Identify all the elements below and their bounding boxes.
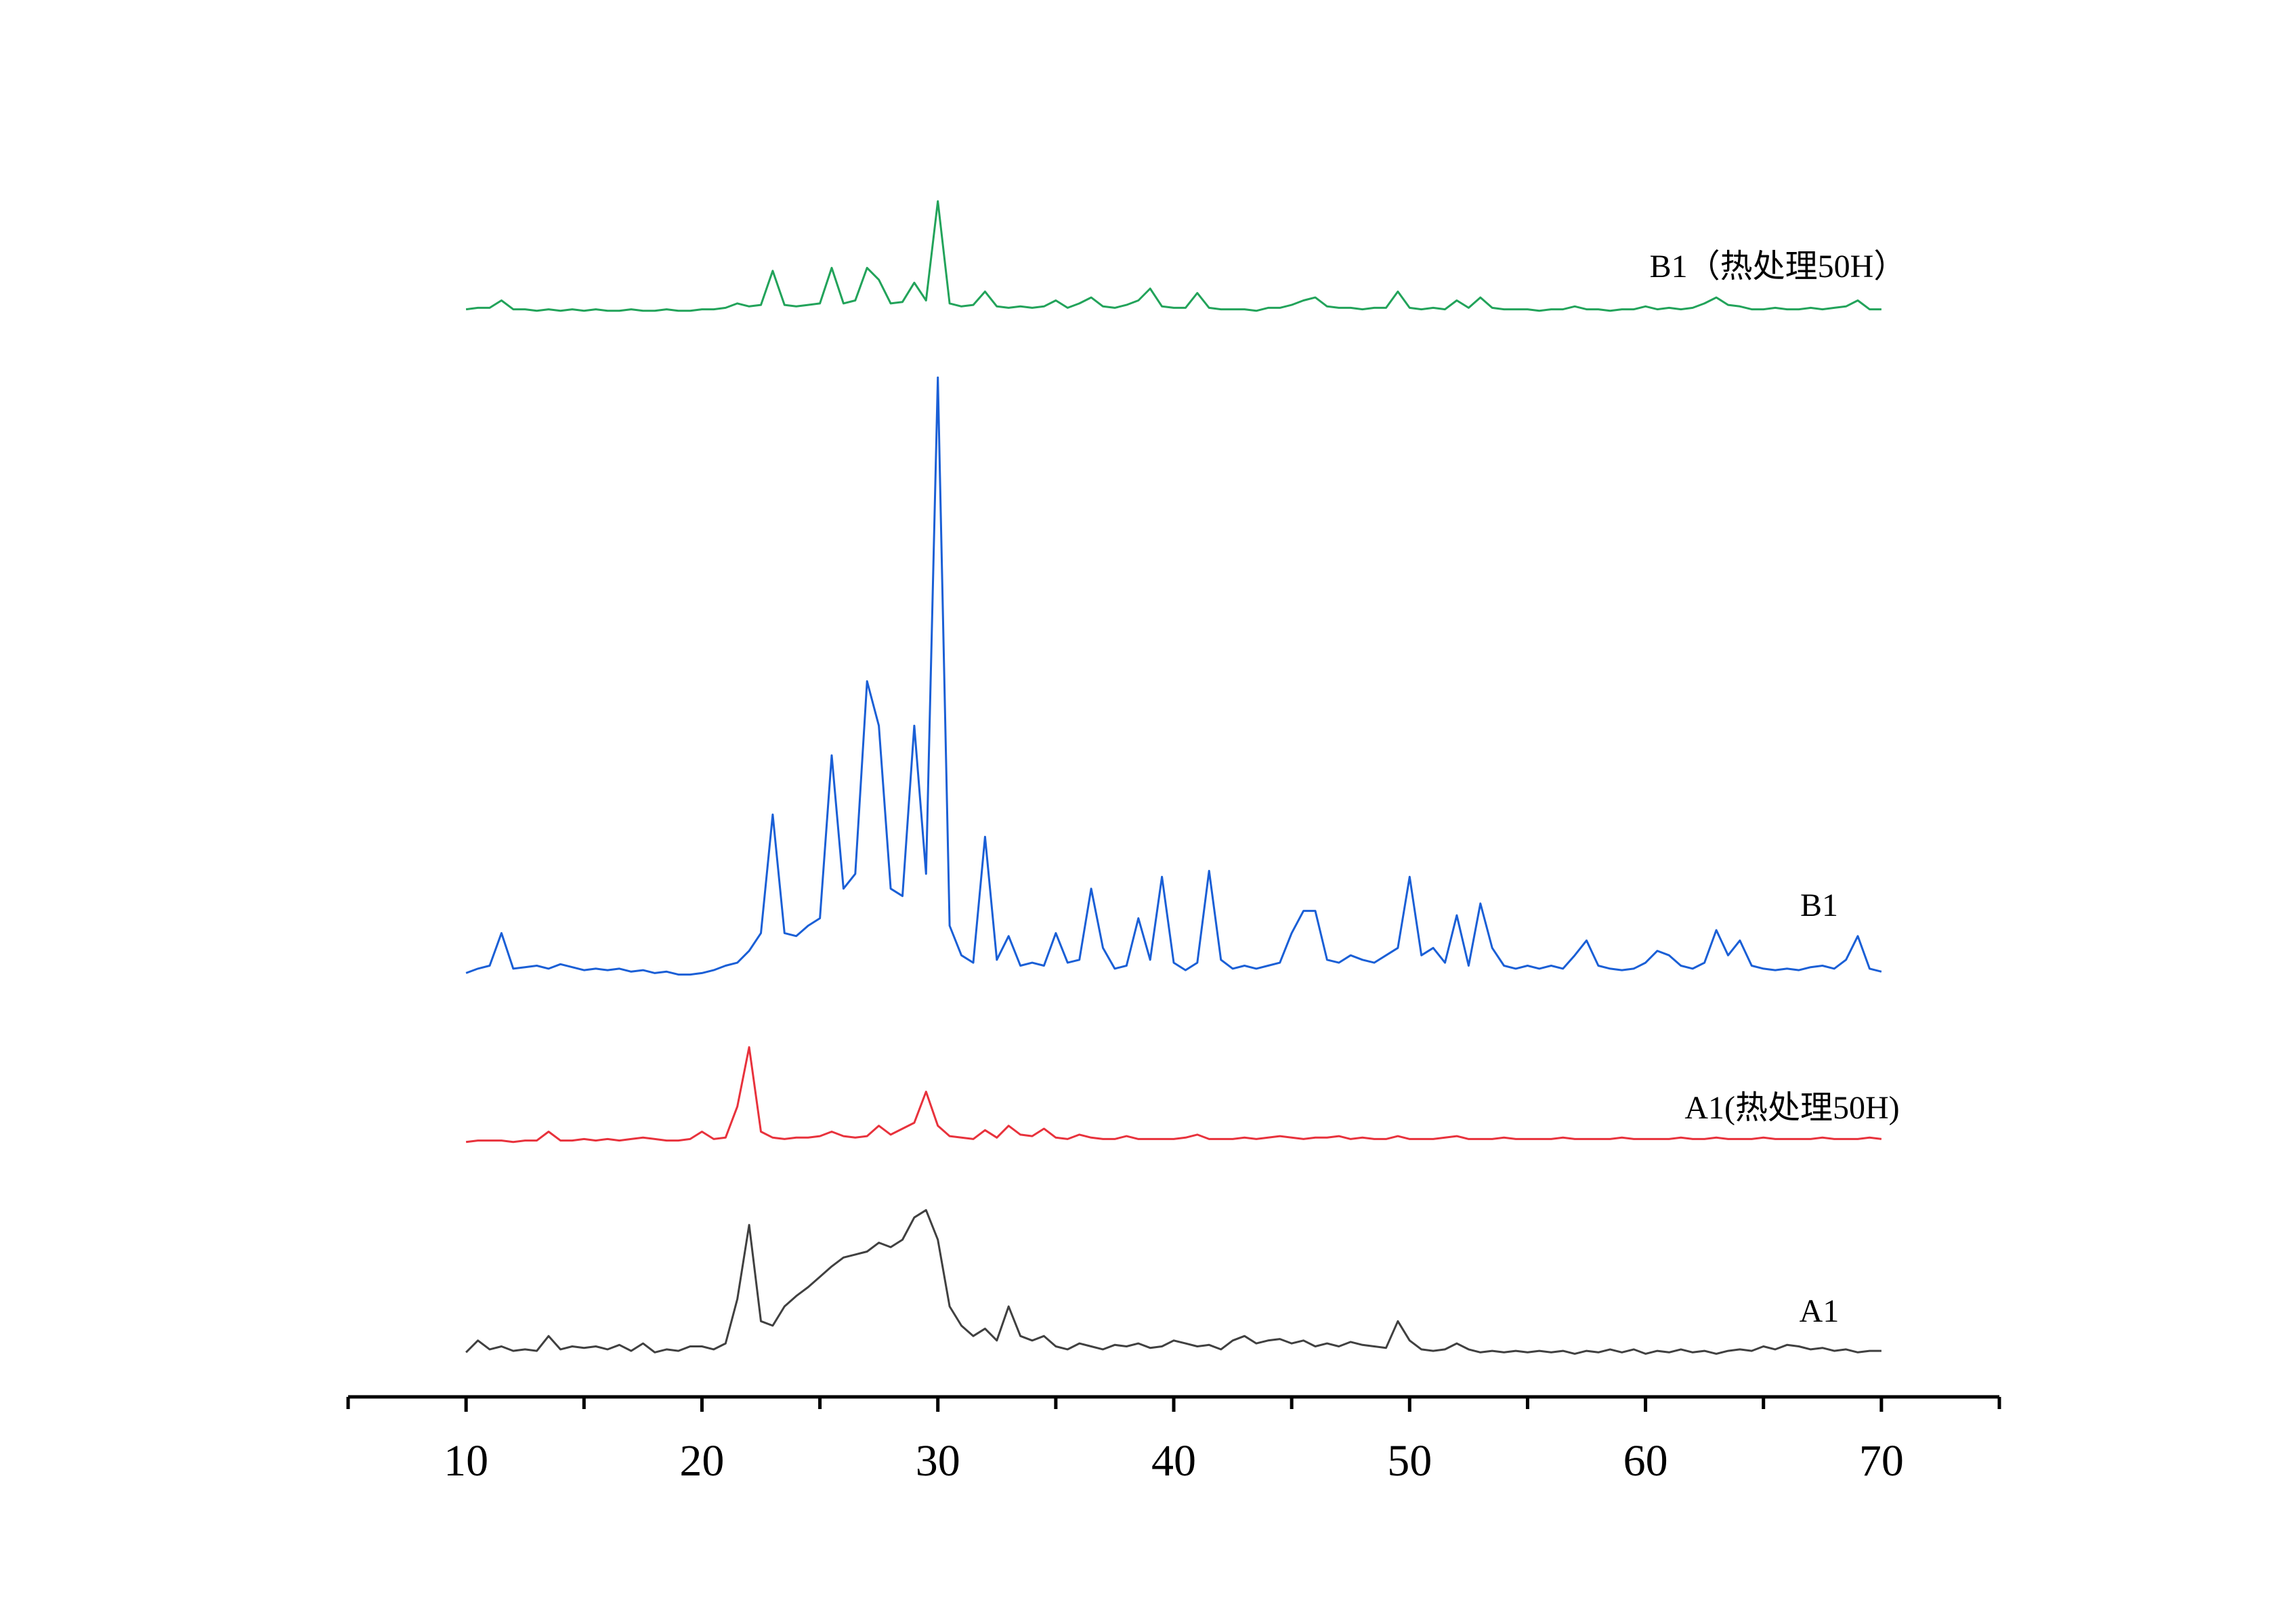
x-tick-label: 40 bbox=[1151, 1436, 1196, 1486]
series-label: A1 bbox=[1800, 1293, 1840, 1329]
series-label: B1 bbox=[1800, 887, 1838, 923]
x-tick-label: 10 bbox=[444, 1436, 488, 1486]
trace bbox=[465, 1046, 1882, 1144]
x-tick-label: 60 bbox=[1623, 1436, 1668, 1486]
x-tick-label: 50 bbox=[1387, 1436, 1432, 1486]
trace bbox=[465, 200, 1882, 312]
trace bbox=[465, 1209, 1882, 1355]
trace bbox=[465, 376, 1882, 976]
series-label: A1(热处理50H) bbox=[1684, 1090, 1899, 1126]
x-tick-label: 30 bbox=[916, 1436, 960, 1486]
series-label: B1（热处理50H） bbox=[1650, 249, 1907, 285]
x-tick-label: 70 bbox=[1859, 1436, 1904, 1486]
x-tick-label: 20 bbox=[679, 1436, 724, 1486]
